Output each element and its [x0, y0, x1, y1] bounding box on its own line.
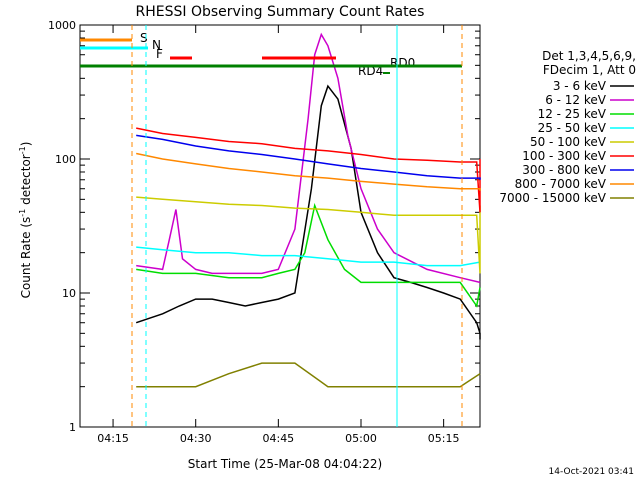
series-line-4 [136, 196, 481, 274]
annotation-label: RD0 [390, 56, 415, 70]
y-tick-label: 100 [55, 153, 76, 166]
y-tick-label: 1 [69, 421, 76, 434]
x-tick-label: 04:15 [97, 432, 129, 445]
y-tick-label: 10 [62, 287, 76, 300]
y-tick-label: 1000 [48, 19, 76, 32]
legend-entry-label: 7000 - 15000 keV [499, 191, 606, 205]
legend-entry-label: 300 - 800 keV [522, 163, 606, 177]
x-tick-label: 04:45 [262, 432, 294, 445]
x-tick-label: 04:30 [180, 432, 212, 445]
legend-title-1: Det 1,3,4,5,6,9, [542, 49, 636, 63]
series-lines [135, 32, 481, 388]
annotation-label: F [156, 47, 163, 61]
series-line-5 [136, 127, 481, 213]
annotation-label: N [152, 38, 161, 52]
legend-entry-label: 12 - 25 keV [538, 107, 607, 121]
series-line-6 [136, 134, 481, 180]
x-axis-label: Start Time (25-Mar-08 04:04:22) [188, 457, 382, 471]
chart-title: RHESSI Observing Summary Count Rates [136, 4, 425, 20]
x-tick-label: 05:00 [345, 432, 377, 445]
legend: Det 1,3,4,5,6,9,FDecim 1, Att 0 3 - 6 keV… [499, 49, 636, 205]
annotation-label: S [140, 31, 148, 45]
series-line-2 [136, 202, 481, 308]
plot-area [79, 24, 481, 428]
legend-entry-label: 6 - 12 keV [545, 93, 607, 107]
timestamp: 14-Oct-2021 03:41 [549, 467, 634, 477]
legend-entry-label: 25 - 50 keV [538, 121, 607, 135]
legend-entry-label: 800 - 7000 keV [515, 177, 607, 191]
legend-entry-label: 50 - 100 keV [530, 135, 607, 149]
series-line-8 [136, 362, 481, 388]
series-line-7 [136, 152, 481, 191]
series-line-3 [136, 246, 481, 267]
plot-frame [79, 24, 481, 428]
legend-entry-label: 3 - 6 keV [553, 79, 607, 93]
legend-entry-label: 100 - 300 keV [522, 149, 606, 163]
legend-title-2: FDecim 1, Att 0 [543, 63, 636, 77]
axis-ticks: 04:15 04:30 04:45 05:00 05:15 1 10 100 1000 [48, 19, 480, 445]
series-line-0 [135, 84, 481, 340]
x-tick-label: 05:15 [428, 432, 460, 445]
series-line-1 [136, 32, 481, 284]
y-axis-label: Count Rate (s-1 detector-1) [18, 142, 33, 299]
